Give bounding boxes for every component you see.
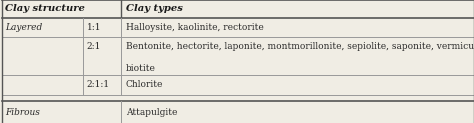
Text: 2:1:1: 2:1:1 bbox=[87, 80, 110, 89]
Text: Clay structure: Clay structure bbox=[5, 4, 85, 13]
Text: Halloysite, kaolinite, rectorite: Halloysite, kaolinite, rectorite bbox=[126, 23, 264, 32]
Text: Attapulgite: Attapulgite bbox=[126, 108, 177, 117]
Text: Chlorite: Chlorite bbox=[126, 80, 163, 89]
Text: biotite: biotite bbox=[126, 64, 155, 73]
Text: 2:1: 2:1 bbox=[87, 42, 101, 51]
Text: Fibrous: Fibrous bbox=[5, 108, 40, 117]
Text: Bentonite, hectorite, laponite, montmorillonite, sepiolite, saponite, vermiculit: Bentonite, hectorite, laponite, montmori… bbox=[126, 42, 474, 51]
Text: Clay types: Clay types bbox=[126, 4, 182, 13]
Text: Layered: Layered bbox=[5, 23, 42, 32]
Text: 1:1: 1:1 bbox=[87, 23, 101, 32]
